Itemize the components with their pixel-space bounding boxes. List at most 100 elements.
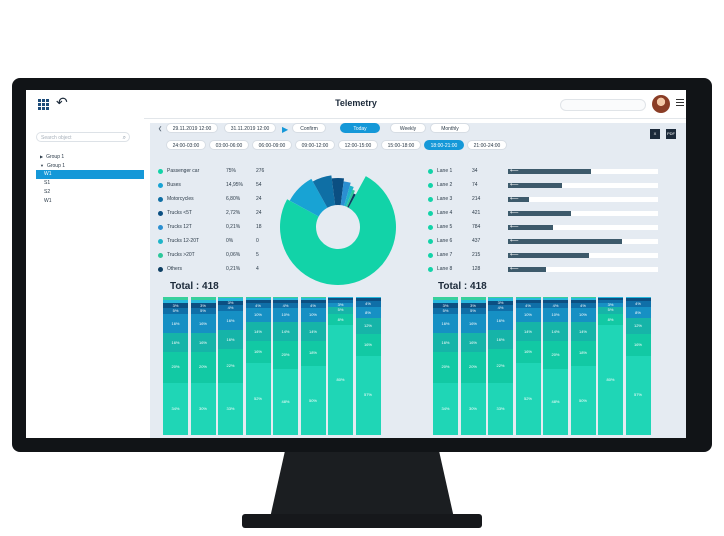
period-tab[interactable]: Monthly [430,123,470,133]
stacked-column: 57% 16% 12% 8% 4% [625,297,651,435]
stack-segment: 8% [355,306,381,318]
hamburger-menu-icon[interactable] [676,99,684,108]
stack-segment [570,297,596,299]
date-to-field[interactable]: 31.11.2019 12:00 [224,123,276,133]
stack-segment: 14% [543,321,568,342]
stack-segment [218,298,243,302]
tree-item[interactable]: ▼ Group 1 [36,161,144,170]
prev-arrow-icon[interactable]: ❮ [158,126,163,132]
search-input[interactable] [560,99,646,111]
vehicle-row: Trucks <5T 2,72% 24 [158,207,288,220]
stack-segment: 20% [273,341,298,369]
time-slot-tab[interactable]: 03:00-06:00 [209,140,249,150]
lane-name: Lane 2 [437,182,453,188]
stack-segment: 16% [625,334,651,357]
excel-export-button[interactable]: X [650,129,660,139]
stack-segment [355,298,381,302]
stack-segment [543,298,568,300]
stack-segment: 3% [488,300,513,306]
lane-name: Lane 4 [437,210,453,216]
date-from-field[interactable]: 29.11.2019 12:00 [166,123,218,133]
avatar[interactable] [652,95,670,113]
stacked-column: 80% 8% 5% 3% [328,297,353,435]
stack-segment [515,298,541,300]
column-header [356,292,381,296]
stacked-column: 33% 22% 16% 16% 4% 3% [488,297,513,435]
time-slot-tab[interactable]: 15:00-18:00 [381,140,421,150]
donut-slice [346,189,355,208]
stack-segment: 3% [218,300,243,306]
stack-segment: 16% [163,313,188,333]
stack-segment: 30% [190,382,216,435]
stack-segment [433,299,458,303]
main-panel: ❮ 29.11.2019 12:00 31.11.2019 12:00 ▶ Co… [150,123,686,438]
vehicle-name: Trucks >20T [167,252,195,258]
vehicle-row: Buses 14,95% 54 [158,179,288,192]
lane-bar-track: ⟵ [508,252,658,258]
lane-bar-fill: ⟵ [508,182,562,188]
stacked-column: 48% 20% 14% 10% 4% [543,297,568,435]
stack-segment: 5% [328,306,353,314]
tree-item[interactable]: S1 [36,179,144,188]
time-slot-tab[interactable]: 21:00-24:00 [467,140,507,150]
period-tab[interactable]: Weekly [390,123,426,133]
legend-dot [428,225,433,230]
vehicle-percent: 0% [226,238,234,244]
confirm-button[interactable]: Confirm [292,123,326,133]
tree-item[interactable]: ▶ Group 1 [36,152,144,161]
time-slot-tab[interactable]: 18:00-21:00 [424,140,464,150]
column-header [571,292,596,296]
stack-segment: 4% [515,302,541,309]
vehicle-percent: 0,06% [226,252,241,258]
stack-segment [328,298,353,300]
time-slot-tab[interactable]: 09:00-12:00 [295,140,335,150]
vehicle-count: 18 [256,224,262,230]
tree-item[interactable]: W1 [36,197,144,206]
tree-item[interactable]: W1 [36,170,144,179]
sidebar-search-placeholder: Search object [41,135,72,141]
lane-row: Lane 8 128 ⟵ [428,263,668,276]
back-arrow-icon[interactable]: ↶ [56,94,68,110]
stacked-column: 34% 20% 16% 16% 5% 3% [163,297,188,435]
lane-bar-fill: ⟵ [508,238,622,244]
time-slot-tab[interactable]: 12:00-15:00 [338,140,378,150]
stack-segment [273,299,298,303]
caret-icon: ▼ [40,163,44,168]
column-header [598,292,623,296]
arrow-icon: ⟵ [510,196,519,202]
time-slot-tab[interactable]: 06:00-09:00 [252,140,292,150]
stack-segment: 16% [190,332,216,353]
stack-segment: 50% [570,366,596,435]
stacked-column: 30% 20% 16% 16% 5% 3% [190,297,216,435]
vehicle-row: Motorcycles 6,80% 24 [158,193,288,206]
vehicle-name: Motorcycles [167,196,194,202]
arrow-icon: ⟵ [510,224,519,230]
tree-item[interactable]: S2 [36,188,144,197]
play-icon[interactable]: ▶ [282,125,289,134]
stack-segment: 57% [625,356,651,435]
period-tab[interactable]: Today [340,123,380,133]
lane-count: 437 [472,238,481,244]
column-header [218,292,243,296]
stacked-column: 52% 16% 14% 10% 4% [515,297,541,435]
vehicle-percent: 14,95% [226,182,243,188]
pdf-export-button[interactable]: PDF [666,129,676,139]
stack-segment: 3% [190,302,216,309]
stack-segment: 16% [460,332,486,353]
vehicle-row: Trucks >20T 0,06% 5 [158,249,288,262]
stack-segment: 16% [245,341,271,364]
legend-dot [428,197,433,202]
sidebar-search-input[interactable]: Search object ⌕ [36,132,130,142]
stack-segment: 20% [163,352,188,383]
stack-segment: 3% [163,302,188,309]
stack-segment: 20% [190,352,216,383]
stack-segment: 5% [190,308,216,314]
sidebar: Search object ⌕ ▶ Group 1 ▼ Group 1 W1 S1 S2 W1 [26,118,144,438]
stack-segment [300,298,326,300]
apps-grid-icon[interactable] [38,99,49,110]
donut-slice [280,176,396,285]
stack-segment: 52% [515,363,541,435]
time-slot-tab[interactable]: 24:00-03:00 [166,140,206,150]
stacked-column: 30% 20% 16% 16% 5% 3% [460,297,486,435]
lane-bar-fill: ⟵ [508,252,589,258]
